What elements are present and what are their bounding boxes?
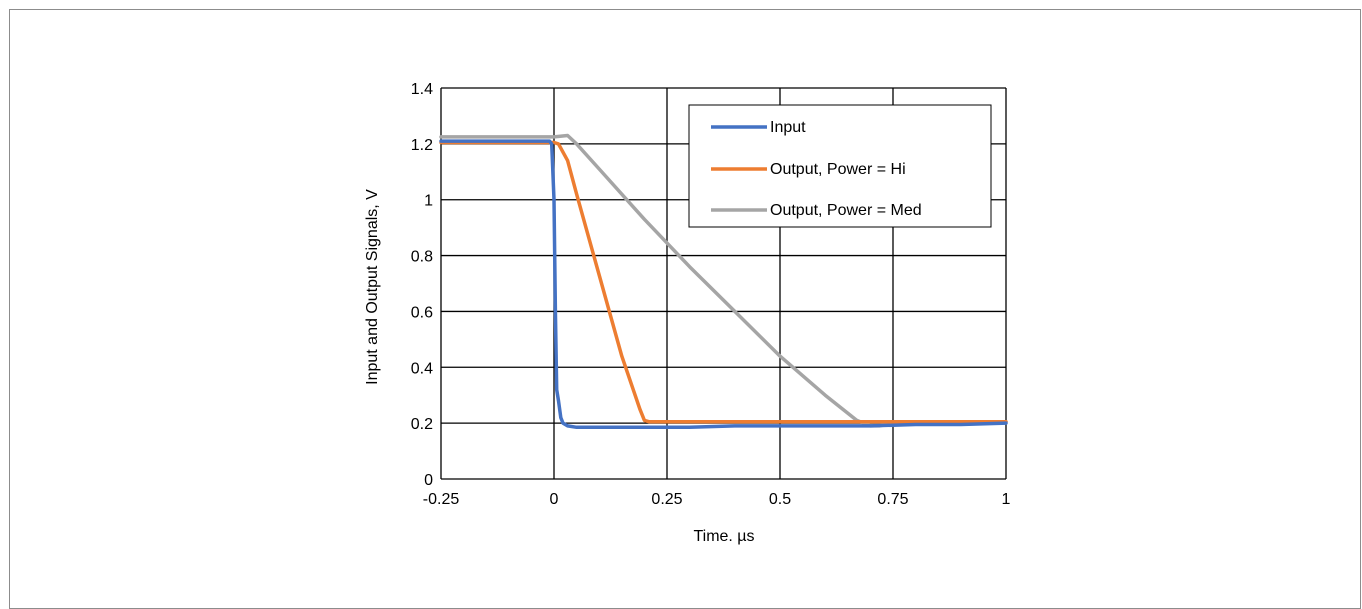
y-tick-label: 0.8 [411,249,433,266]
series-layer [439,133,1008,430]
y-tick-label: 0 [424,472,433,489]
chart-frame [9,9,1361,609]
series-line-0 [439,139,1008,430]
y-tick-label: 1 [424,193,433,210]
y-tick-label: 1.2 [411,137,433,154]
x-axis-title: Time. µs [693,528,754,545]
y-tick-label: 0.2 [411,416,433,433]
y-axis-title: Input and Output Signals, V [364,189,381,385]
x-tick-label: -0.25 [423,491,460,508]
x-tick-label: 0.25 [651,491,682,508]
legend-label-output-hi: Output, Power = Hi [770,161,906,178]
x-tick-label: 0.5 [769,491,791,508]
x-tick-label: 1 [1002,491,1011,508]
y-tick-label: 0.6 [411,304,433,321]
y-tick-label: 0.4 [411,360,433,377]
x-tick-label: 0 [550,491,559,508]
tick-labels: 0 0.2 0.4 0.6 0.8 1 1.2 1.4 -0.25 0 0.25 0.5 0.75 1 [411,81,1011,508]
y-tick-label: 1.4 [411,81,433,98]
legend: Input Output, Power = Hi Output, Power =… [688,104,992,228]
legend-label-input: Input [770,119,806,136]
legend-label-output-med: Output, Power = Med [770,202,922,219]
series-line-1 [439,140,1008,424]
x-tick-label: 0.75 [877,491,908,508]
